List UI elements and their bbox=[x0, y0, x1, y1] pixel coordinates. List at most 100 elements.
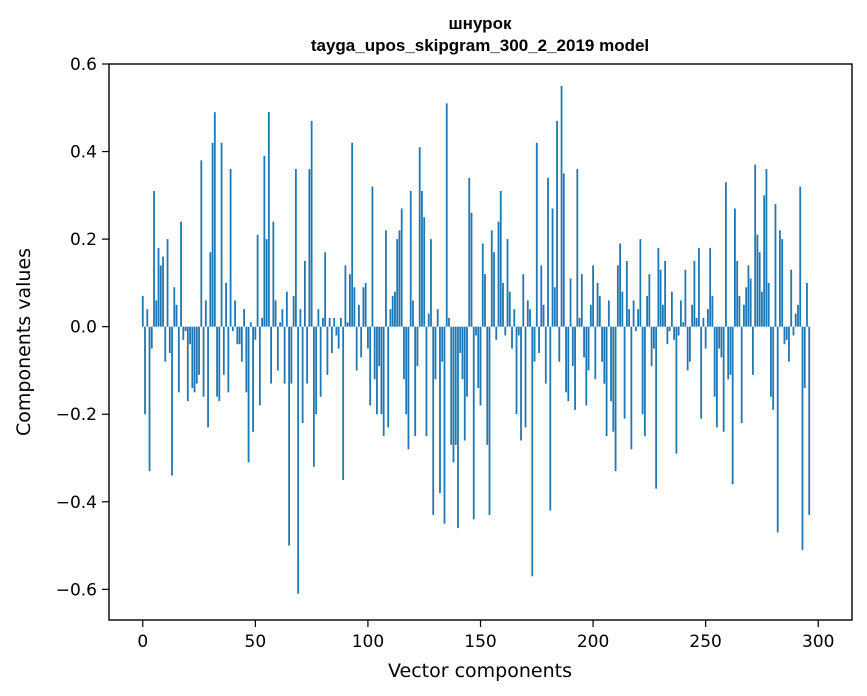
bar bbox=[265, 239, 268, 327]
bar bbox=[144, 326, 146, 415]
bar bbox=[367, 326, 369, 349]
bar bbox=[533, 326, 536, 362]
bar bbox=[639, 239, 642, 327]
bar bbox=[281, 309, 284, 327]
bar bbox=[285, 291, 288, 327]
bar bbox=[596, 282, 599, 327]
bar bbox=[436, 309, 439, 327]
bar bbox=[745, 287, 748, 327]
bar bbox=[560, 85, 563, 327]
bar bbox=[340, 317, 342, 327]
bar bbox=[549, 326, 552, 511]
bar bbox=[682, 322, 685, 327]
bar bbox=[303, 261, 306, 327]
bar bbox=[725, 182, 727, 327]
bar bbox=[547, 177, 549, 327]
bar bbox=[362, 287, 365, 327]
bar bbox=[279, 322, 282, 327]
bar bbox=[168, 326, 171, 353]
bar bbox=[508, 291, 511, 327]
bar bbox=[603, 326, 606, 384]
bar bbox=[594, 326, 597, 380]
bar bbox=[344, 265, 347, 327]
bar bbox=[353, 287, 356, 327]
bar bbox=[448, 317, 450, 327]
bar bbox=[200, 160, 203, 327]
bar bbox=[403, 326, 405, 380]
bar bbox=[153, 190, 155, 327]
bar bbox=[707, 309, 709, 327]
bar bbox=[290, 326, 293, 384]
bar bbox=[218, 326, 221, 402]
bar bbox=[700, 326, 703, 419]
bar bbox=[254, 326, 257, 340]
bar bbox=[240, 326, 243, 362]
bar bbox=[794, 313, 797, 327]
bar bbox=[247, 326, 250, 463]
x-tick-label: 150 bbox=[464, 632, 496, 652]
plot-area-frame bbox=[108, 63, 853, 621]
bar bbox=[454, 326, 457, 445]
bar bbox=[258, 326, 261, 406]
bar bbox=[261, 317, 263, 327]
y-tick-label: 0.4 bbox=[70, 143, 97, 163]
bar bbox=[180, 221, 182, 327]
bar bbox=[610, 326, 612, 402]
bar bbox=[625, 261, 628, 327]
bar bbox=[628, 309, 630, 327]
bar bbox=[398, 230, 401, 327]
bar bbox=[342, 326, 345, 480]
bar bbox=[743, 304, 745, 327]
bar bbox=[418, 147, 421, 327]
bar bbox=[193, 326, 196, 393]
bar bbox=[236, 326, 239, 345]
bar bbox=[461, 326, 464, 380]
bar bbox=[479, 326, 482, 406]
bar bbox=[150, 326, 153, 349]
bar bbox=[677, 326, 680, 336]
bar bbox=[522, 274, 525, 327]
bar bbox=[389, 309, 392, 327]
bar bbox=[319, 326, 322, 397]
y-tick-label: −0.6 bbox=[56, 580, 97, 600]
bar bbox=[364, 282, 367, 327]
bar bbox=[616, 265, 619, 327]
bar bbox=[166, 239, 169, 327]
bar bbox=[146, 309, 149, 327]
bar bbox=[664, 261, 667, 327]
bar bbox=[204, 300, 207, 327]
bar bbox=[486, 326, 489, 445]
bar bbox=[463, 326, 466, 441]
bar bbox=[806, 282, 808, 327]
bar bbox=[634, 326, 637, 332]
bar bbox=[349, 274, 351, 327]
bar bbox=[466, 326, 468, 397]
bar bbox=[416, 326, 419, 367]
bar bbox=[785, 326, 788, 340]
bar bbox=[321, 317, 324, 327]
bar bbox=[207, 326, 209, 428]
bar bbox=[387, 326, 390, 428]
bar bbox=[738, 296, 741, 327]
bar bbox=[434, 326, 437, 380]
bar bbox=[770, 326, 772, 397]
bar bbox=[324, 252, 327, 327]
bar bbox=[445, 103, 448, 327]
bar bbox=[531, 326, 534, 577]
bar bbox=[306, 326, 309, 384]
bar bbox=[249, 322, 252, 327]
bar bbox=[175, 304, 178, 327]
bar bbox=[637, 309, 640, 327]
bar bbox=[470, 212, 473, 327]
bar bbox=[213, 112, 216, 327]
bar bbox=[299, 309, 302, 327]
bar bbox=[225, 282, 227, 327]
bar bbox=[157, 247, 160, 327]
bar bbox=[378, 326, 381, 367]
y-tick-label: −0.2 bbox=[56, 405, 97, 425]
bar bbox=[220, 142, 223, 327]
bar bbox=[412, 300, 414, 327]
bar bbox=[517, 326, 520, 336]
bar bbox=[673, 326, 676, 340]
bar bbox=[729, 326, 732, 375]
